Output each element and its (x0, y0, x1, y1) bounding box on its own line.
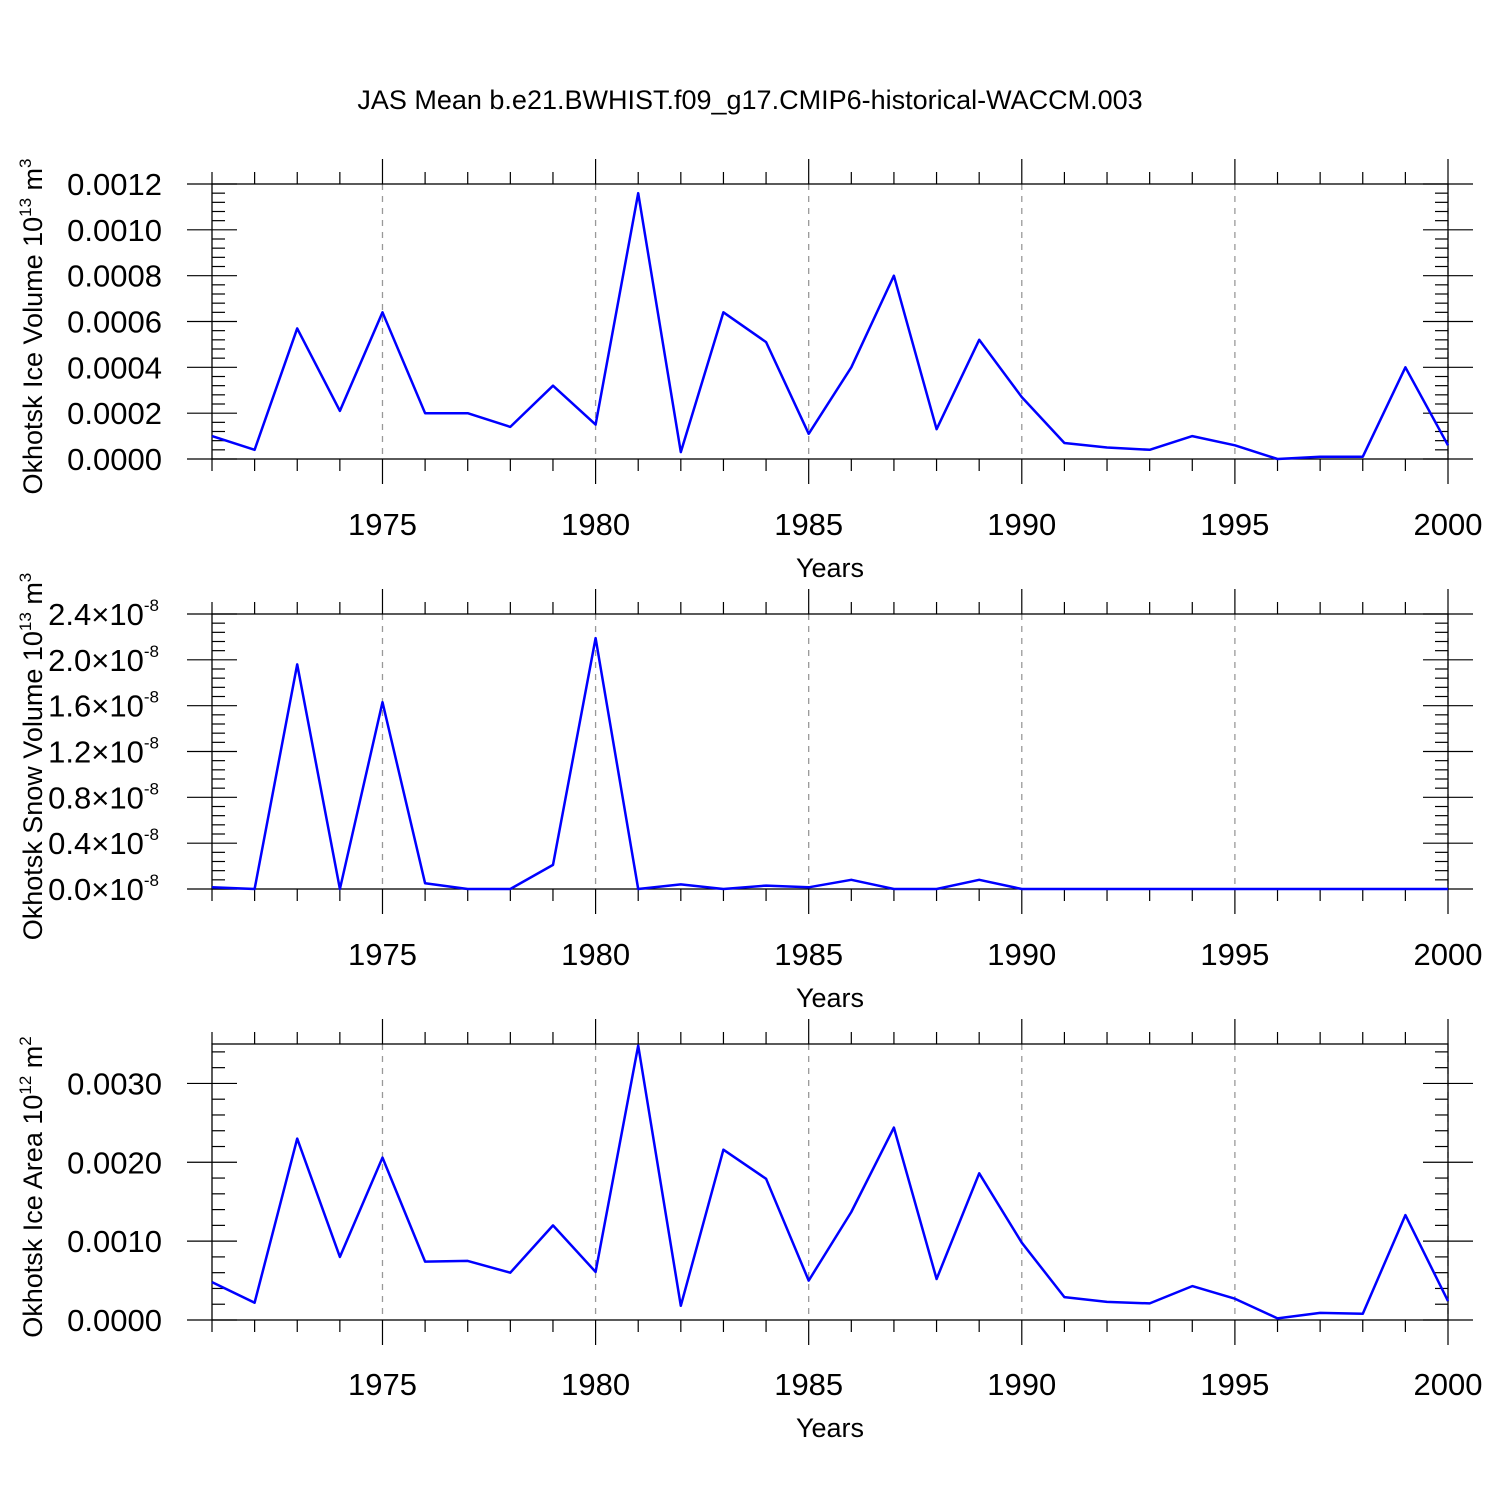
plot-frame (211, 1043, 1449, 1321)
y-tick-label: 1.6×10-8 (48, 688, 159, 724)
y-tick-label: 0.0030 (67, 1066, 162, 1101)
x-axis-label: Years (796, 553, 864, 583)
x-tick-label: 2000 (1414, 937, 1483, 972)
y-axis-label: Okhotsk Ice Area 1012 m2 (16, 1036, 48, 1338)
x-tick-label: 1995 (1200, 1367, 1269, 1402)
y-tick-label: 2.4×10-8 (48, 596, 159, 632)
x-axis-label: Years (796, 1413, 864, 1443)
x-tick-label: 1975 (348, 937, 417, 972)
plot-frame (211, 613, 1449, 890)
y-tick-label: 0.0000 (67, 442, 162, 477)
plot-frame (211, 183, 1449, 460)
x-tick-label: 1995 (1200, 507, 1269, 542)
y-tick-label: 0.0006 (67, 305, 162, 340)
panel-ice-volume: 0.0000 0.0002 0.0004 0.0006 0.0008 0.0010 0.00… (16, 158, 1482, 583)
y-tick-label: 0.0012 (67, 167, 162, 202)
y-tick-label: 1.2×10-8 (48, 734, 159, 770)
y-tick-label: 0.0002 (67, 396, 162, 431)
y-tick-label: 0.8×10-8 (48, 779, 159, 815)
x-tick-label: 2000 (1414, 1367, 1483, 1402)
y-tick-label: 0.0×10-8 (48, 871, 159, 907)
x-tick-label: 2000 (1414, 507, 1483, 542)
y-tick-label: 0.0010 (67, 1224, 162, 1259)
series-line-snow-volume (211, 636, 1448, 891)
x-tick-label: 1985 (774, 937, 843, 972)
x-tick-label: 1980 (561, 937, 630, 972)
panel-snow-volume: 0.0×10-8 0.4×10-8 0.8×10-8 1.2×10-8 1.6×10-8… (16, 573, 1482, 1013)
y-tick-label: 0.0004 (67, 350, 162, 385)
x-tick-label: 1985 (774, 507, 843, 542)
panels: 0.00000.00020.00040.00060.00080.00100.00… (16, 158, 1482, 1443)
y-tick-label: 0.0010 (67, 213, 162, 248)
x-tick-label: 1985 (774, 1367, 843, 1402)
x-tick-label: 1980 (561, 1367, 630, 1402)
y-axis-label: Okhotsk Snow Volume 1013 m3 (16, 573, 48, 941)
y-tick-label: 0.0000 (67, 1303, 162, 1338)
x-tick-label: 1975 (348, 1367, 417, 1402)
x-tick-label: 1990 (987, 507, 1056, 542)
x-axis-label: Years (796, 983, 864, 1013)
y-tick-label: 0.0008 (67, 259, 162, 294)
y-axis-label: Okhotsk Ice Volume 1013 m3 (16, 158, 48, 494)
x-tick-label: 1995 (1200, 937, 1269, 972)
series-line-ice-area (211, 1044, 1450, 1320)
chart-title: JAS Mean b.e21.BWHIST.f09_g17.CMIP6-hist… (357, 85, 1142, 115)
x-tick-label: 1990 (987, 937, 1056, 972)
x-tick-label: 1990 (987, 1367, 1056, 1402)
x-tick-label: 1975 (348, 507, 417, 542)
y-tick-label: 2.0×10-8 (48, 642, 159, 678)
y-tick-label: 0.4×10-8 (48, 825, 159, 861)
panel-ice-area: 0.0000 0.0010 0.0020 0.0030 1975 1980 1985 1990… (16, 1019, 1482, 1443)
y-tick-label: 0.0020 (67, 1145, 162, 1180)
series-line-ice-volume (211, 191, 1450, 461)
x-tick-label: 1980 (561, 507, 630, 542)
